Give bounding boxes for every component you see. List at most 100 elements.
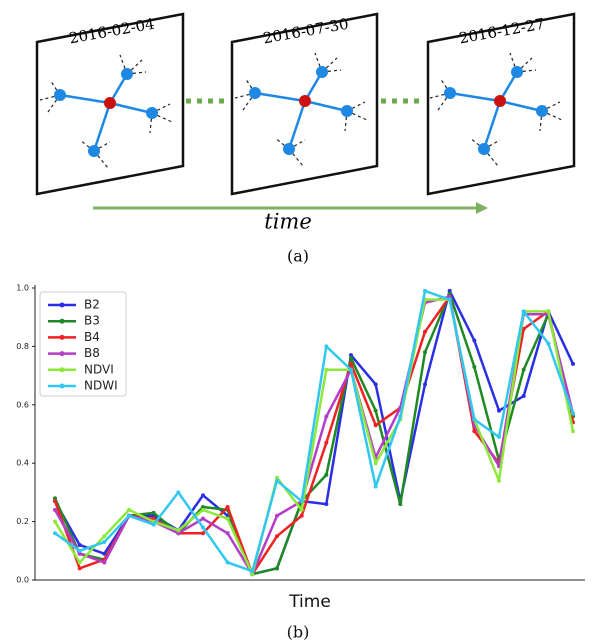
x-axis-label: Time — [288, 592, 331, 612]
data-point — [299, 507, 304, 512]
data-point — [201, 516, 205, 521]
data-point — [546, 341, 551, 346]
data-point — [275, 534, 279, 539]
data-point — [497, 408, 501, 413]
data-point — [201, 507, 205, 512]
legend-marker — [59, 318, 65, 324]
data-point — [275, 566, 279, 571]
data-point — [176, 528, 181, 533]
data-point — [324, 344, 329, 349]
legend-marker — [59, 302, 65, 308]
data-point — [225, 560, 230, 565]
data-point — [201, 505, 205, 509]
data-point — [102, 534, 107, 539]
legend-marker — [59, 383, 65, 389]
caption: (a) — [287, 247, 309, 266]
legend-marker — [59, 334, 65, 340]
data-point — [472, 417, 477, 422]
data-point — [151, 510, 156, 515]
data-point — [225, 531, 230, 536]
data-point — [349, 353, 353, 358]
data-point — [53, 496, 57, 501]
data-point — [546, 309, 551, 314]
data-point — [201, 493, 205, 498]
data-point — [225, 505, 230, 509]
legend-label: NDWI — [84, 379, 118, 393]
data-point — [127, 513, 131, 518]
legend-marker — [59, 367, 65, 373]
data-point — [349, 361, 353, 366]
data-point — [77, 542, 82, 547]
data-point — [299, 513, 304, 518]
y-tick-label: 0.4 — [16, 459, 29, 468]
y-tick-label: 1.0 — [16, 284, 29, 293]
data-point — [349, 356, 353, 361]
y-tick-label: 0.0 — [16, 576, 29, 585]
data-point — [521, 394, 526, 399]
graph — [233, 51, 369, 168]
data-point — [324, 440, 329, 445]
frame — [35, 12, 185, 196]
data-point — [250, 569, 255, 574]
series-line — [53, 295, 575, 576]
series-line — [54, 289, 575, 573]
data-point — [77, 566, 82, 571]
data-point — [324, 367, 329, 372]
data-point — [201, 531, 205, 536]
data-point — [571, 411, 575, 416]
data-point — [324, 414, 329, 419]
graph — [428, 51, 564, 168]
legend-label: B4 — [84, 330, 100, 344]
data-point — [299, 499, 304, 504]
data-point — [102, 551, 107, 556]
y-tick-label: 0.6 — [16, 400, 29, 409]
data-point — [53, 531, 57, 536]
data-point — [77, 551, 82, 556]
legend-label: B3 — [84, 314, 100, 328]
series-line — [53, 289, 575, 576]
data-point — [373, 382, 378, 387]
data-point — [102, 560, 107, 565]
data-point — [53, 519, 57, 524]
graph — [38, 53, 174, 170]
caption: (b) — [287, 623, 310, 642]
data-point — [373, 408, 378, 413]
data-point — [349, 367, 353, 372]
y-tick-label: 0.8 — [16, 342, 29, 351]
data-point — [373, 484, 378, 489]
arrow-head — [476, 202, 488, 214]
data-point — [53, 507, 57, 512]
frame — [426, 12, 576, 196]
frame — [230, 12, 379, 196]
data-point — [275, 475, 279, 480]
data-point — [472, 338, 477, 343]
series-line — [53, 292, 575, 576]
data-point — [521, 309, 526, 314]
data-point — [77, 548, 82, 553]
data-point — [423, 382, 427, 387]
data-point — [275, 513, 279, 518]
data-point — [423, 329, 427, 334]
data-point — [497, 478, 501, 483]
data-point — [571, 429, 575, 434]
data-point — [275, 478, 279, 483]
data-point — [151, 522, 156, 527]
legend-marker — [59, 351, 65, 357]
data-point — [373, 423, 378, 428]
data-point — [373, 461, 378, 466]
data-point — [324, 472, 329, 477]
data-point — [176, 531, 181, 536]
chart: 0.0 0.2 0.4 0.6 0.8 1.0 Time (b) B2 B3 B4 B8 NDVI NDW… — [16, 284, 585, 642]
data-point — [447, 291, 452, 296]
legend-label: B8 — [84, 346, 100, 360]
data-point — [447, 294, 452, 299]
date-label: 2016-02-04 — [68, 15, 156, 48]
data-point — [398, 414, 403, 419]
data-point — [571, 361, 575, 366]
data-point — [472, 429, 477, 434]
data-point — [423, 288, 427, 293]
data-point — [53, 499, 57, 504]
data-point — [423, 350, 427, 355]
data-point — [77, 560, 82, 565]
